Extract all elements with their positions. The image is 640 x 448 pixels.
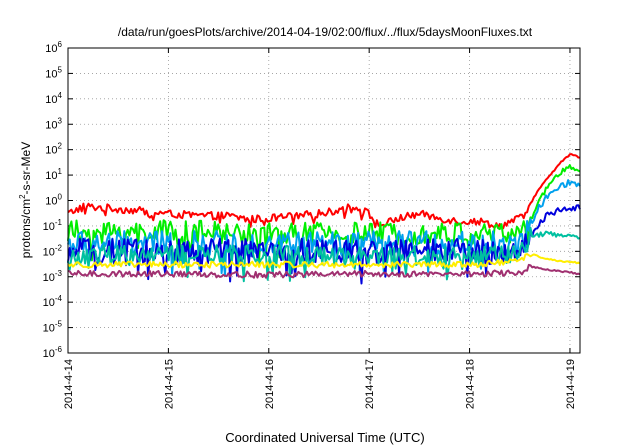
y-tick-label: 104 — [45, 91, 62, 106]
y-tick-label: 10-4 — [43, 294, 63, 309]
x-tick-label: 2014-4-17 — [364, 359, 376, 409]
y-tick-label: 10-2 — [43, 243, 63, 258]
y-tick-label: 103 — [45, 116, 62, 131]
y-tick-label: 105 — [45, 65, 62, 80]
x-tick-label: 2014-4-16 — [264, 359, 276, 409]
series-line-1 — [67, 153, 581, 230]
series-line-2 — [67, 164, 581, 262]
y-axis-label: protons/cm2-s-sr-MeV — [18, 142, 33, 258]
series-line-6 — [67, 253, 581, 269]
chart-title: /data/run/goesPlots/archive/2014-04-19/0… — [118, 25, 533, 39]
y-tick-label: 10-5 — [43, 320, 63, 335]
y-tick-label: 101 — [45, 167, 62, 182]
x-tick-label: 2014-4-19 — [565, 359, 577, 409]
y-tick-label: 102 — [45, 142, 62, 157]
x-tick-label: 2014-4-18 — [465, 359, 477, 409]
data-series — [67, 153, 581, 285]
y-tick-label: 10-3 — [43, 269, 63, 284]
y-tick-label: 106 — [45, 40, 62, 55]
x-tick-label: 2014-4-14 — [63, 359, 75, 409]
y-tick-label: 100 — [45, 193, 62, 208]
x-tick-label: 2014-4-15 — [163, 359, 175, 409]
series-line-7 — [67, 263, 581, 279]
y-tick-label: 10-1 — [43, 218, 63, 233]
grid — [68, 48, 580, 353]
axis-ticks: 10-6 10-5 10-4 10-3 10-2 10-1 100 101 102 103 104 1… — [43, 40, 580, 409]
plot-frame — [67, 47, 581, 354]
y-tick-label: 10-6 — [43, 345, 63, 360]
x-axis-label: Coordinated Universal Time (UTC) — [225, 430, 424, 445]
